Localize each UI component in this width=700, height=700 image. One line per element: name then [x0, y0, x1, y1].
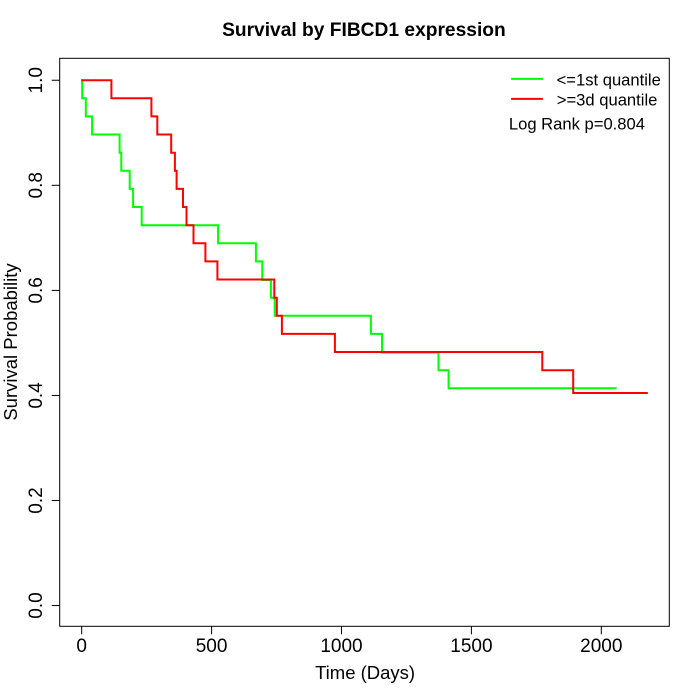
svg-text:1.0: 1.0 — [26, 67, 47, 93]
svg-text:0.8: 0.8 — [26, 172, 47, 198]
svg-text:Survival by FIBCD1 expression: Survival by FIBCD1 expression — [222, 20, 506, 41]
svg-text:<=1st quantile: <=1st quantile — [557, 70, 661, 89]
svg-text:0.4: 0.4 — [26, 382, 47, 409]
svg-text:0: 0 — [76, 636, 87, 657]
svg-text:>=3d quantile: >=3d quantile — [557, 90, 658, 109]
svg-text:0.2: 0.2 — [26, 487, 47, 513]
svg-text:0.0: 0.0 — [26, 592, 47, 618]
svg-text:Log Rank p=0.804: Log Rank p=0.804 — [509, 115, 645, 134]
svg-text:1000: 1000 — [320, 636, 362, 657]
svg-text:Survival Probability: Survival Probability — [0, 263, 21, 421]
svg-text:0.6: 0.6 — [26, 277, 47, 303]
svg-text:1500: 1500 — [450, 636, 492, 657]
svg-text:2000: 2000 — [580, 636, 622, 657]
svg-text:500: 500 — [196, 636, 228, 657]
svg-text:Time (Days): Time (Days) — [315, 662, 415, 683]
